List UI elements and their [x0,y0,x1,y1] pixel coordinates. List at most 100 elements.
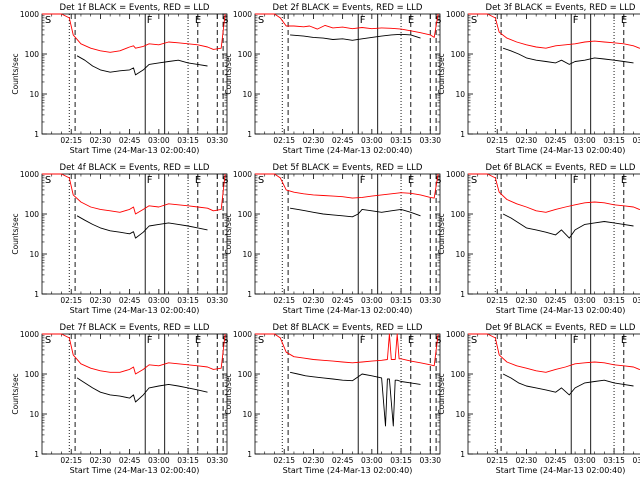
series-events-line [290,207,421,218]
y-tick-label: 10 [455,410,465,419]
x-tick-label: 03:15 [390,136,412,145]
marker-letter: F [360,335,366,346]
marker-letter: E [408,175,414,186]
y-tick-label: 1 [247,290,252,299]
x-tick-label: 02:30 [90,136,112,145]
x-tick-label: 02:15 [273,456,295,465]
y-tick-label: 100 [238,210,253,219]
marker-letter: S [435,175,441,186]
y-tick-label: 10 [29,410,39,419]
chart-panel-8: Det 8f BLACK = Events, RED = LLD 1 10 100 10… [224,323,441,475]
x-tick-label: 02:15 [273,296,295,305]
x-tick-label: 03:30 [419,136,441,145]
y-tick-label: 100 [25,50,40,59]
marker-letter: S [258,175,264,186]
x-tick-label: 03:15 [390,456,412,465]
x-axis-label: Start Time (24-Mar-13 02:00:40) [496,306,626,315]
x-tick-label: 03:30 [632,456,640,465]
series-lld-line [468,333,640,373]
marker-letter: S [222,15,228,26]
x-tick-label: 03:15 [177,136,199,145]
y-tick-label: 100 [451,370,466,379]
y-tick-label: 100 [238,370,253,379]
x-tick-label: 03:30 [632,296,640,305]
x-tick-label: 02:15 [60,296,82,305]
chart-panel-9: Det 9f BLACK = Events, RED = LLD 1 10 100 10… [437,323,640,475]
series-events-line [290,371,421,427]
x-tick-label: 02:45 [119,456,141,465]
x-axis-label: Start Time (24-Mar-13 02:00:40) [70,146,200,155]
y-tick-label: 10 [455,90,465,99]
y-axis-label: Counts/sec [224,373,233,414]
series-lld-line [42,333,226,375]
x-axis-label: Start Time (24-Mar-13 02:00:40) [283,306,413,315]
y-tick-label: 1000 [233,170,252,179]
x-tick-label: 03:30 [419,456,441,465]
y-tick-label: 100 [238,50,253,59]
x-tick-label: 03:15 [177,296,199,305]
x-tick-label: 02:15 [486,296,508,305]
marker-letter: F [360,175,366,186]
chart-title: Det 3f BLACK = Events, RED = LLD [486,3,636,13]
marker-letter: S [258,335,264,346]
plot-frame [254,13,441,135]
marker-letter: F [573,175,579,186]
marker-letter: F [573,15,579,26]
y-axis-label: Counts/sec [11,373,20,414]
marker-letter: E [408,15,414,26]
chart-panel-4: Det 4f BLACK = Events, RED = LLD 1 10 100 10… [11,163,228,315]
series-lld-line [255,173,439,199]
x-tick-label: 03:15 [603,296,625,305]
y-tick-label: 1000 [233,10,252,19]
plot-frame [254,333,441,455]
x-tick-label: 02:45 [119,296,141,305]
y-tick-label: 1000 [446,170,465,179]
y-axis-label: Counts/sec [437,53,446,94]
y-axis-label: Counts/sec [437,373,446,414]
y-axis-label: Counts/sec [11,53,20,94]
chart-panel-7: Det 7f BLACK = Events, RED = LLD 1 10 100 10… [11,323,228,475]
series-events-line [502,47,634,65]
x-tick-label: 02:30 [516,136,538,145]
y-tick-label: 10 [242,90,252,99]
y-tick-label: 100 [25,370,40,379]
x-tick-label: 02:30 [303,136,325,145]
y-tick-label: 1000 [20,330,39,339]
series-events-line [76,377,208,403]
y-tick-label: 1 [460,450,465,459]
y-tick-label: 100 [451,210,466,219]
x-tick-label: 03:30 [206,296,228,305]
x-tick-label: 03:30 [632,136,640,145]
marker-letter: F [147,15,153,26]
x-tick-label: 02:15 [60,136,82,145]
y-tick-label: 1 [460,130,465,139]
marker-letter: S [45,15,51,26]
y-tick-label: 1000 [20,10,39,19]
y-tick-label: 1000 [233,330,252,339]
chart-title: Det 4f BLACK = Events, RED = LLD [60,163,210,173]
x-tick-label: 02:15 [486,456,508,465]
marker-letter: S [471,175,477,186]
y-tick-label: 1 [34,450,39,459]
x-tick-label: 03:00 [361,136,383,145]
plot-frame [41,333,228,455]
y-tick-label: 1 [34,130,39,139]
series-lld-line [468,173,640,213]
series-lld-line [255,13,439,38]
marker-letter: S [222,175,228,186]
marker-letter: S [471,15,477,26]
plot-frame [467,173,640,295]
marker-letter: E [408,335,414,346]
marker-letter: S [258,15,264,26]
x-tick-label: 03:00 [361,296,383,305]
x-tick-label: 02:30 [516,456,538,465]
marker-letter: F [573,335,579,346]
x-tick-label: 03:00 [574,136,596,145]
y-tick-label: 10 [29,250,39,259]
x-tick-label: 03:30 [206,136,228,145]
chart-panel-3: Det 3f BLACK = Events, RED = LLD 1 10 100 10… [437,3,640,155]
marker-letter: S [471,335,477,346]
marker-letter: S [45,175,51,186]
x-tick-label: 02:30 [516,296,538,305]
